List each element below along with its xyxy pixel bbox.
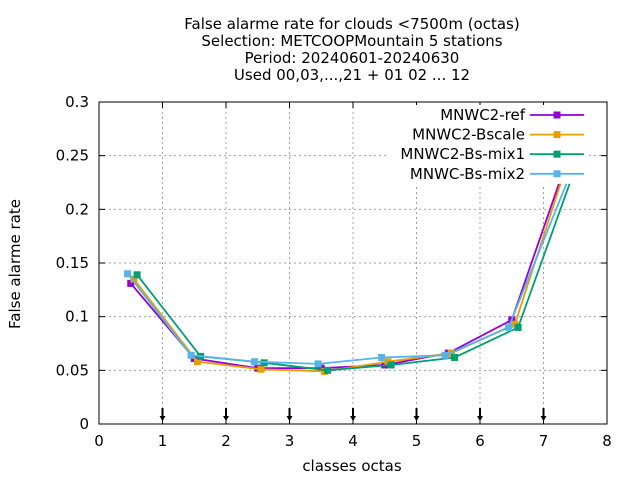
data-point bbox=[505, 323, 513, 331]
data-point bbox=[133, 271, 141, 279]
legend-entry: MNWC2-Bscale bbox=[386, 124, 586, 145]
x-tick-label: 2 bbox=[221, 432, 231, 450]
legend-label: MNWC2-Bs-mix1 bbox=[400, 145, 525, 163]
legend-bg bbox=[386, 124, 586, 145]
arrow-markers bbox=[159, 408, 547, 421]
y-tick-label: 0.2 bbox=[65, 200, 89, 218]
data-point bbox=[314, 360, 322, 368]
y-axis-label: False alarme rate bbox=[6, 199, 24, 329]
legend-entry: MNWC-Bs-mix2 bbox=[386, 163, 586, 184]
y-tick-label: 0.05 bbox=[56, 361, 89, 379]
data-point bbox=[187, 351, 195, 359]
down-arrow-icon bbox=[350, 408, 356, 421]
data-point bbox=[441, 351, 449, 359]
data-point bbox=[193, 358, 201, 366]
title-line-4: Used 00,03,...,21 + 01 02 ... 12 bbox=[234, 66, 470, 84]
title-line-3: Period: 20240601-20240630 bbox=[245, 49, 460, 67]
legend-bg bbox=[386, 163, 586, 184]
data-point bbox=[378, 353, 386, 361]
down-arrow-icon bbox=[413, 408, 420, 421]
series-4 bbox=[124, 166, 576, 368]
x-axis-label: classes octas bbox=[302, 457, 402, 475]
legend-label: MNWC-Bs-mix2 bbox=[410, 165, 525, 183]
down-arrow-icon bbox=[286, 408, 293, 421]
legend-label: MNWC2-ref bbox=[440, 106, 525, 124]
data-point bbox=[387, 361, 395, 369]
down-arrow-icon bbox=[159, 408, 166, 421]
grid bbox=[99, 102, 607, 424]
data-point bbox=[130, 275, 138, 283]
chart-title: False alarme rate for clouds <7500m (oct… bbox=[184, 15, 519, 84]
legend-swatch-marker bbox=[553, 170, 561, 178]
legend-bg bbox=[386, 144, 586, 165]
down-arrow-icon bbox=[540, 408, 547, 421]
legend-label: MNWC2-Bscale bbox=[412, 126, 525, 144]
legend-swatch-marker bbox=[553, 111, 561, 119]
data-point bbox=[127, 279, 135, 287]
series-lines bbox=[124, 125, 586, 375]
data-point bbox=[514, 323, 522, 331]
legend-swatch-marker bbox=[553, 150, 561, 158]
legend-entry: MNWC2-ref bbox=[386, 105, 586, 125]
y-tick-label: 0 bbox=[79, 415, 89, 433]
x-tick-label: 3 bbox=[285, 432, 295, 450]
data-point bbox=[324, 366, 332, 374]
x-tick-label: 5 bbox=[412, 432, 422, 450]
y-tick-label: 0.25 bbox=[56, 147, 89, 165]
y-tick-label: 0.15 bbox=[56, 254, 89, 272]
x-tick-label: 4 bbox=[348, 432, 358, 450]
data-point bbox=[257, 365, 265, 373]
legend-entry: MNWC2-Bs-mix1 bbox=[386, 144, 586, 165]
x-tick-label: 1 bbox=[158, 432, 168, 450]
x-tick-label: 8 bbox=[602, 432, 612, 450]
down-arrow-icon bbox=[477, 408, 483, 421]
y-tick-label: 0.1 bbox=[65, 308, 89, 326]
down-arrow-icon bbox=[223, 408, 229, 421]
y-tick-label: 0.3 bbox=[65, 93, 89, 111]
data-point bbox=[451, 353, 459, 361]
legend-bg bbox=[386, 105, 586, 125]
x-tick-label: 0 bbox=[94, 432, 104, 450]
series-line bbox=[126, 169, 573, 365]
title-line-1: False alarme rate for clouds <7500m (oct… bbox=[184, 15, 519, 33]
x-tick-label: 6 bbox=[475, 432, 485, 450]
legend-swatch-marker bbox=[553, 131, 561, 139]
x-tick-label: 7 bbox=[539, 432, 549, 450]
data-point bbox=[124, 270, 132, 278]
axes: 0 1 2 3 4 5 6 7 8 0 0.05 0.1 0.15 0.2 0.25 0.3 bbox=[56, 93, 612, 450]
data-point bbox=[251, 358, 259, 366]
title-line-2: Selection: METCOOPMountain 5 stations bbox=[201, 32, 502, 50]
